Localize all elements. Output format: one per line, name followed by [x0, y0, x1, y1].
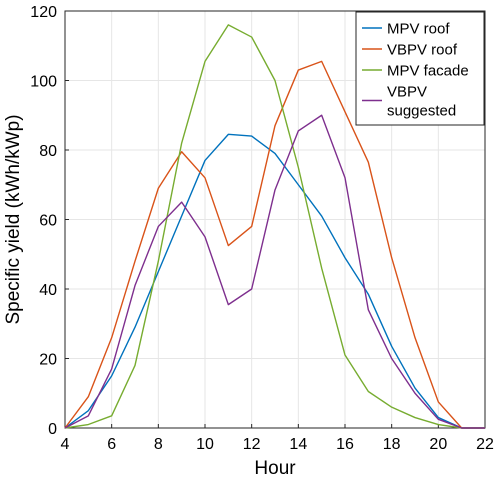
x-tick-label: 20 [429, 436, 447, 453]
legend-label-1: VBPV roof [387, 42, 458, 59]
series-line-3 [64, 114, 485, 429]
legend-label-0: MPV roof [387, 21, 450, 38]
y-tick-label: 80 [39, 143, 57, 160]
series-line-0 [64, 133, 485, 429]
x-tick-label: 16 [336, 436, 354, 453]
legend-box [355, 11, 485, 126]
y-tick-label: 100 [30, 74, 57, 91]
x-tick-label: 18 [383, 436, 401, 453]
series-line-1 [64, 60, 485, 429]
x-axis-title: Hour [254, 458, 296, 479]
y-tick-labels: 0 20 40 60 80 100 120 [30, 4, 69, 438]
x-tick-label: 6 [107, 436, 116, 453]
x-tick-label: 8 [154, 436, 163, 453]
y-tick-label: 120 [30, 4, 57, 21]
x-tick-label: 4 [61, 436, 70, 453]
legend-label-2: MPV facade [387, 63, 469, 80]
series-lines [64, 24, 485, 429]
series-line-2 [64, 24, 485, 429]
x-tick-label: 12 [243, 436, 261, 453]
x-tick-label: 10 [196, 436, 214, 453]
legend: MPV roof VBPV roof MPV facade VBPV suggested [355, 11, 485, 126]
y-axis-title: Specific yield (kWh/kWp) [3, 114, 24, 324]
x-tick-labels: 4 6 8 10 12 14 16 18 20 22 [61, 424, 494, 453]
x-tick-label: 14 [289, 436, 307, 453]
y-tick-label: 0 [48, 421, 57, 438]
y-tick-label: 20 [39, 352, 57, 369]
x-tick-label: 22 [476, 436, 494, 453]
y-tick-label: 40 [39, 282, 57, 299]
legend-label-3: VBPV [387, 84, 427, 101]
y-tick-label: 60 [39, 213, 57, 230]
legend-label-3: suggested [387, 103, 456, 120]
